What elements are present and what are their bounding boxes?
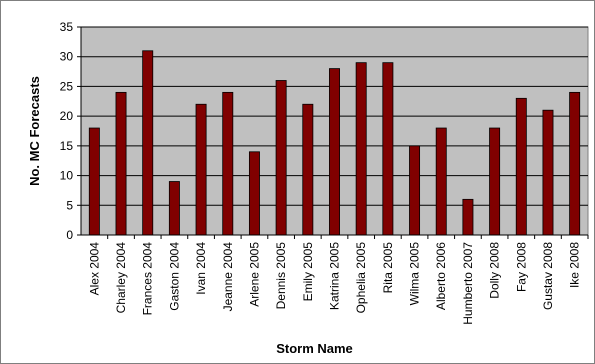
bar: [542, 109, 554, 236]
x-tick-label: Katrina 2005: [328, 242, 342, 310]
x-tick-label: Ophelia 2005: [354, 242, 368, 314]
y-tick-label: 10: [60, 169, 74, 183]
y-tick-label: 5: [66, 198, 73, 212]
x-tick-label: Gustav 2008: [541, 242, 555, 310]
bar: [195, 103, 207, 236]
bar: [515, 97, 527, 236]
y-tick-label: 20: [60, 109, 74, 123]
bar: [355, 62, 367, 236]
x-tick-label: Jeanne 2004: [221, 242, 235, 312]
bar: [409, 145, 421, 236]
bar: [302, 103, 314, 236]
x-tick-label: Alex 2004: [87, 242, 101, 296]
x-tick-label: Gaston 2004: [167, 242, 181, 311]
bar: [435, 127, 447, 236]
x-tick-label: Fay 2008: [514, 242, 528, 292]
x-tick-label: Emily 2005: [301, 242, 315, 302]
bar: [168, 181, 180, 236]
x-tick-label: Alberto 2006: [434, 242, 448, 310]
x-tick-label: Arlene 2005: [247, 242, 261, 307]
x-tick-label: Rita 2005: [381, 242, 395, 294]
y-axis: 0 5 10 15 20 25 30 35: [60, 20, 82, 242]
bar: [569, 91, 581, 236]
bar: [489, 127, 501, 236]
bar: [275, 80, 287, 236]
x-axis: Alex 2004 Charley 2004 Frances 2004 Gaston …: [81, 234, 589, 325]
y-axis-title: No. MC Forecasts: [27, 76, 42, 186]
y-tick-label: 15: [60, 139, 74, 153]
y-tick-label: 35: [60, 20, 74, 34]
y-tick-label: 0: [66, 228, 73, 242]
x-tick-label: Ike 2008: [568, 242, 582, 288]
x-tick-label: Dolly 2008: [488, 242, 502, 299]
bar: [222, 91, 234, 236]
x-tick-label: Frances 2004: [141, 242, 155, 316]
x-axis-title: Storm Name: [276, 341, 353, 356]
x-tick-label: Wilma 2005: [408, 242, 422, 306]
y-tick-label: 25: [60, 79, 74, 93]
bar: [142, 50, 154, 236]
x-tick-label: Ivan 2004: [194, 242, 208, 295]
x-tick-label: Humberto 2007: [461, 242, 475, 325]
bar: [462, 198, 474, 236]
bar: [329, 68, 340, 236]
y-tick-label: 30: [60, 50, 74, 64]
bar: [382, 62, 394, 236]
bar: [248, 151, 260, 236]
bar: [88, 127, 100, 236]
x-tick-label: Charley 2004: [114, 242, 128, 314]
x-tick-label: Dennis 2005: [274, 242, 288, 310]
bar: [115, 91, 127, 236]
